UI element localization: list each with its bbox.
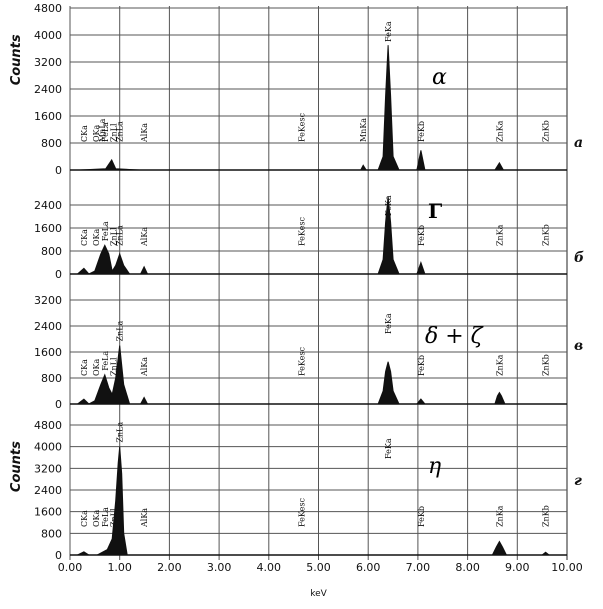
y-tick-label: 3200 [34,462,62,475]
peak-label: ZnLl [110,508,119,527]
peak-label: FeLa [101,221,110,241]
y-tick-label: 2400 [34,83,62,96]
peak-label: ZnLl [110,227,119,246]
peak-label: ZnKb [542,120,551,142]
y-tick-label: 800 [41,137,62,150]
y-tick-label: 4000 [34,29,62,42]
peak-label: ZnLa [116,422,125,443]
y-tick-label: 0 [55,164,62,177]
phase-label: δ + ζ [425,324,485,349]
panel-letter: г [574,473,582,489]
peak-label: CKa [80,125,89,142]
peak-label: ZnLa [116,225,125,246]
peak-label: FeKb [417,121,426,142]
panel-letter: в [574,338,583,354]
x-tick-label: 4.00 [257,561,282,574]
peak-label: FeKb [417,355,426,376]
peak-label: AlKa [140,357,149,377]
x-tick-label: 7.00 [406,561,431,574]
peak-label: OKa [92,358,101,376]
peak-label: FeKesc [298,113,307,142]
y-tick-label: 0 [55,549,62,562]
y-tick-label: 1600 [34,222,62,235]
peak-label: OKa [92,228,101,246]
peak-label: FeKa [384,21,393,42]
peak-label: CKa [80,510,89,527]
peak-label: AlKa [140,508,149,528]
peak-label: FeLa [101,122,110,142]
peak-label: MnKa [359,118,368,142]
y-tick-label: 800 [41,372,62,385]
y-tick-label: 3200 [34,56,62,69]
peak-label: ZnLl [110,123,119,142]
phase-label: α [432,65,447,90]
x-tick-label: 5.00 [306,561,331,574]
peak-label: ZnKa [495,120,504,142]
peak-label: ZnKa [495,354,504,376]
y-tick-label: 0 [55,398,62,411]
y-axis-label: Counts [9,34,24,85]
spectrum-series [77,446,550,556]
y-tick-label: 4800 [34,419,62,432]
spectrum-series [77,196,546,275]
peak-label: ZnKb [542,224,551,246]
peak-label: FeKesc [298,498,307,527]
peak-label: CKa [80,359,89,376]
x-tick-label: 2.00 [157,561,182,574]
y-tick-label: 2400 [34,199,62,212]
peak-label: FeLa [101,507,110,527]
peak-label: ZnKb [542,505,551,527]
peak-label: FeLa [101,351,110,371]
y-tick-label: 800 [41,527,62,540]
y-tick-label: 2400 [34,484,62,497]
phase-label: Γ [428,199,442,223]
x-tick-label: 1.00 [107,561,132,574]
x-axis-label: keV [310,589,327,599]
y-tick-label: 4800 [34,2,62,15]
peak-label: AlKa [140,123,149,143]
y-tick-label: 1600 [34,506,62,519]
peak-label: ZnLa [116,320,125,341]
y-axis-label: Counts [9,441,24,492]
peak-label: FeKesc [298,347,307,376]
x-tick-label: 8.00 [455,561,480,574]
phase-label: η [428,454,441,479]
x-tick-label: 9.00 [505,561,530,574]
x-tick-label: 10.00 [551,561,583,574]
peak-label: ZnKa [495,505,504,527]
peak-label: FeKesc [298,217,307,246]
peak-label: FeKb [417,225,426,246]
y-tick-label: 0 [55,268,62,281]
peak-label: OKa [92,124,101,142]
peak-label: MnLa [98,118,107,142]
y-tick-label: 1600 [34,346,62,359]
x-tick-label: 0.00 [58,561,83,574]
y-tick-label: 2400 [34,320,62,333]
y-tick-label: 800 [41,245,62,258]
peak-label: FeKb [417,506,426,527]
panel-letter: a [574,135,583,151]
spectrum-series [79,45,546,171]
x-tick-label: 3.00 [207,561,232,574]
peak-label: FeKa [384,195,393,216]
peak-label: ZnLl [110,357,119,376]
peak-label: ZnLa [116,121,125,142]
y-tick-label: 4000 [34,441,62,454]
y-tick-label: 3200 [34,294,62,307]
peak-label: FeKa [384,313,393,334]
peak-label: ZnKb [542,354,551,376]
peak-label: ZnKa [495,224,504,246]
peak-label: AlKa [140,227,149,247]
panel-letter: б [574,250,584,266]
spectrum-series [77,345,546,405]
y-tick-label: 1600 [34,110,62,123]
peak-label: CKa [80,229,89,246]
peak-label: OKa [92,509,101,527]
peak-label: FeKa [384,438,393,459]
x-tick-label: 6.00 [356,561,381,574]
